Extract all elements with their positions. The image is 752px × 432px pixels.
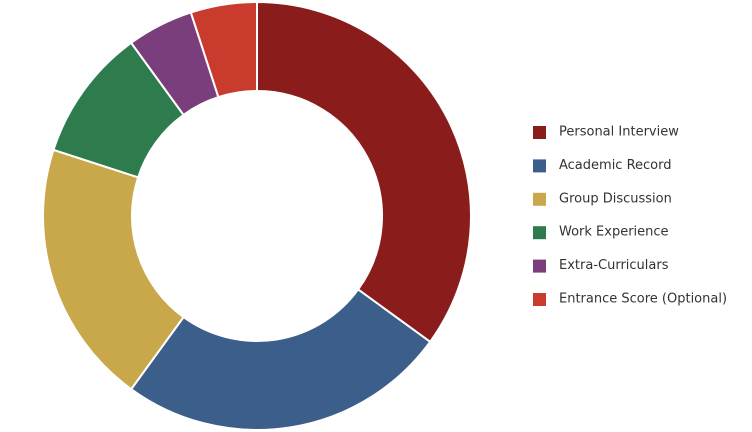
legend-label: Extra-Curriculars: [559, 258, 669, 273]
legend-label: Personal Interview: [559, 125, 679, 140]
legend-swatch: [533, 192, 546, 206]
legend-swatch: [533, 126, 546, 139]
legend-swatch: [533, 293, 546, 306]
legend-label: Entrance Score (Optional): [559, 292, 727, 307]
slice: [256, 0, 472, 344]
slice: [189, 0, 258, 99]
legend-label: Group Discussion: [559, 191, 672, 206]
slice: [129, 288, 432, 431]
legend-swatch: [533, 226, 546, 240]
slice: [42, 148, 185, 391]
legend-label: Academic Record: [559, 158, 672, 173]
legend-swatch: [533, 259, 546, 273]
legend-swatch: [533, 159, 546, 173]
legend-label: Work Experience: [559, 225, 669, 240]
